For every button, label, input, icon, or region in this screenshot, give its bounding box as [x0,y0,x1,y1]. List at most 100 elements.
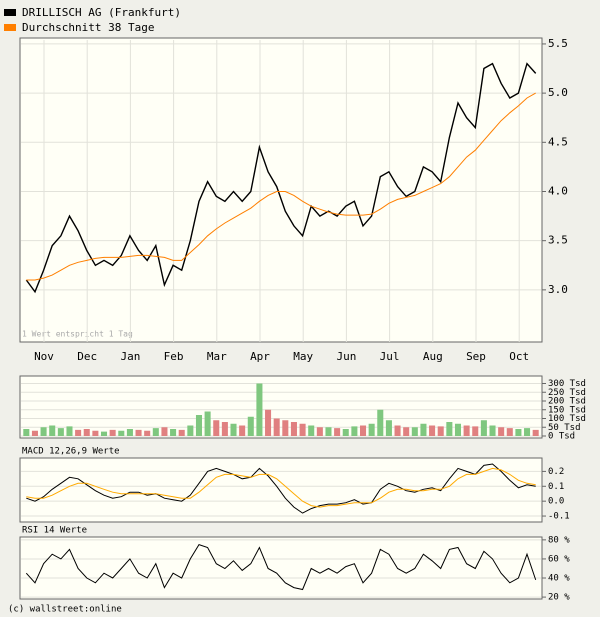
volume-bar [40,427,47,436]
volume-bar [144,430,151,436]
series-line [25,62,537,294]
y-tick-label: 250 Tsd [548,388,586,398]
volume-bar [359,425,367,436]
macd-panel [19,457,543,523]
x-tick-label: Dec [77,350,97,363]
y-tick-label: 300 Tsd [548,379,586,389]
legend-swatch [4,9,16,16]
volume-bar [273,418,280,436]
footer: (c) wallstreet:online [8,605,122,615]
volume-bar [489,425,496,436]
volume-bar [342,429,349,436]
volume-bar [109,429,116,436]
x-tick-label: Jul [380,350,400,363]
volume-bar [92,430,99,436]
volume-bar [454,423,462,436]
volume-bar [515,429,522,436]
volume-bar [377,409,384,436]
volume-bar [524,428,531,436]
volume-bar [506,428,513,436]
volume-bar [57,428,64,436]
series-line [25,543,537,591]
volume-bar [247,416,254,436]
y-tick-label: 100 Tsd [548,414,586,424]
volume-bar [126,429,133,436]
volume-bar [299,423,306,436]
x-tick-label: Feb [164,350,184,363]
y-tick-label: -0.1 [548,512,570,522]
volume-bar [385,420,392,436]
y-tick-label: 200 Tsd [548,397,586,407]
volume-bar [135,429,142,436]
volume-bar [49,425,56,436]
x-tick-label: Nov [34,350,54,363]
volume-bar [66,426,73,436]
volume-bar [170,429,177,436]
volume-bar [532,429,539,436]
volume-bar [437,426,444,436]
volume-bar [290,422,297,436]
volume-bar [411,427,418,436]
x-tick-label: Aug [423,350,443,363]
x-tick-label: May [293,350,313,363]
volume-bar [239,425,246,436]
macd-title: MACD 12,26,9 Werte [22,447,120,457]
y-tick-label: 0.1 [548,482,564,492]
y-tick-label: 3.5 [548,234,568,247]
volume-bar [446,422,453,436]
volume-bar [368,423,375,436]
volume-bar [429,425,436,436]
legend-swatch [4,24,16,31]
volume-bar [472,426,479,436]
volume-bar [83,429,90,436]
volume-bar [334,428,341,436]
x-tick-label: Mar [207,350,227,363]
volume-bar [463,425,470,436]
x-tick-label: Jun [336,350,356,363]
volume-bar [325,427,332,436]
volume-bar [403,427,410,436]
y-tick-label: 150 Tsd [548,405,586,415]
y-tick-label: 0.2 [548,467,564,477]
note: 1 Wert entspricht 1 Tag [22,330,133,339]
volume-bar [213,420,220,436]
series-line [26,92,536,281]
y-tick-label: 5.5 [548,37,568,50]
volume-bar [265,409,272,436]
x-tick-label: Oct [509,350,529,363]
y-tick-label: 80 % [548,535,570,545]
rsi-panel [19,536,543,600]
series-line [26,463,536,514]
volume-bar [230,423,237,436]
y-tick-label: 4.0 [548,184,568,197]
legend-label: Durchschnitt 38 Tage [22,21,154,34]
y-tick-label: 0 Tsd [548,432,575,442]
volume-bar [187,425,194,436]
main-panel [19,37,543,343]
y-tick-label: 4.5 [548,135,568,148]
y-tick-label: 3.0 [548,283,568,296]
volume-bar [308,425,315,436]
volume-bar [118,430,125,436]
volume-bar [100,431,108,436]
y-tick-label: 0.0 [548,497,564,507]
y-tick-label: 60 % [548,554,570,564]
y-tick-label: 5.0 [548,86,568,99]
volume-bar [316,427,323,436]
volume-bar [204,411,211,436]
volume-bar [23,429,30,436]
volume-bar [161,427,168,436]
volume-bar [75,429,82,436]
y-tick-label: 50 Tsd [548,423,581,433]
legend-label: DRILLISCH AG (Frankfurt) [22,6,181,19]
volume-bar [221,422,228,436]
volume-bar [351,426,358,436]
volume-bar [480,420,487,436]
volume-bar [195,415,203,436]
y-tick-label: 40 % [548,574,570,584]
x-tick-label: Jan [120,350,140,363]
series-line [26,467,536,508]
rsi-title: RSI 14 Werte [22,526,87,536]
volume-bar [498,427,505,436]
